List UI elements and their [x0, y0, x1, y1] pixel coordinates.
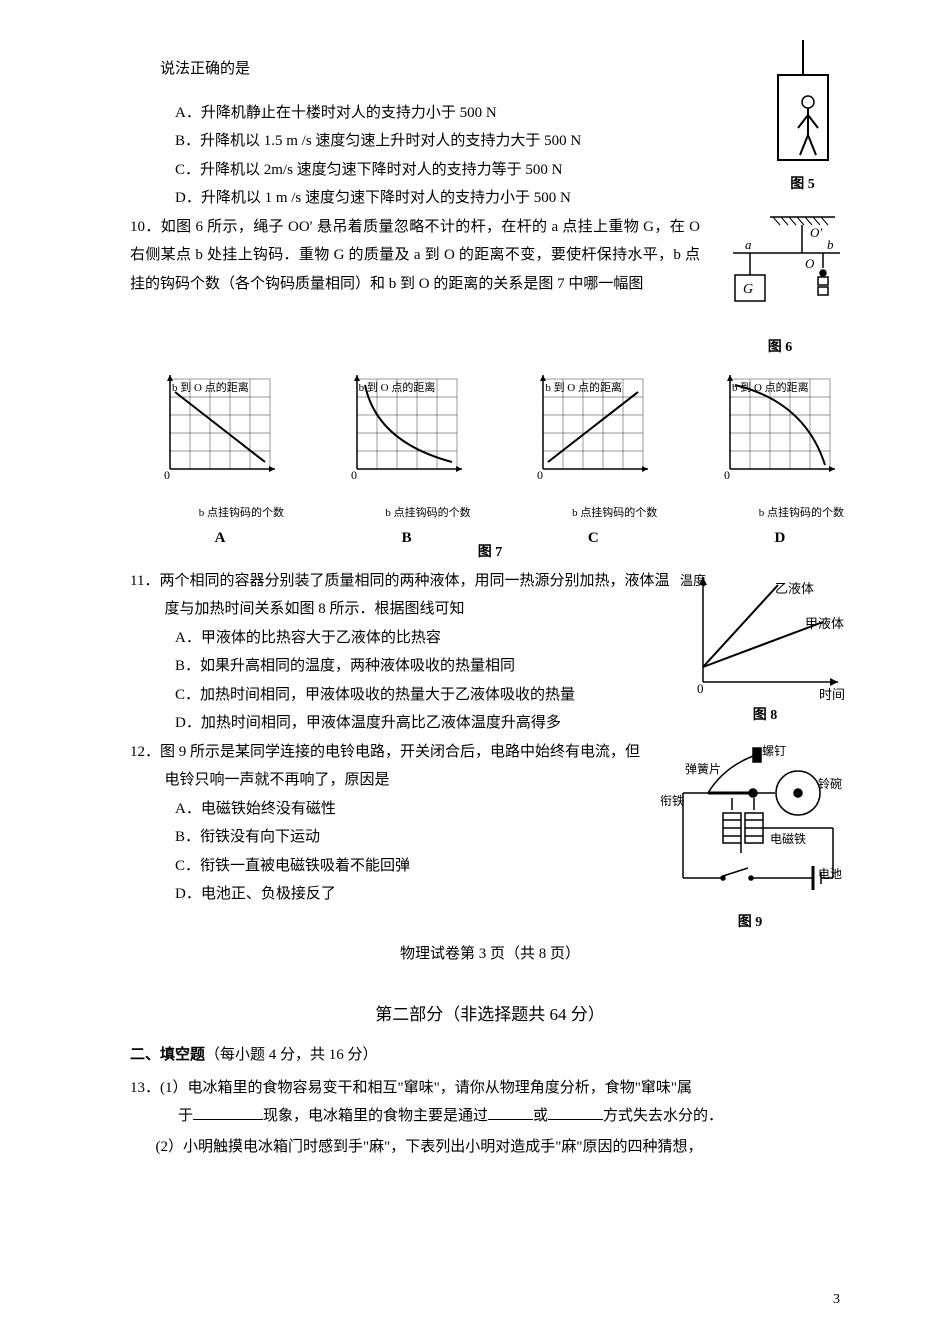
figure-6: O′ O a b G 图 6 [710, 213, 850, 362]
graph-c: 0 b 到 O 点的距离 b 点挂钩码的个数 C [523, 367, 663, 552]
section-fill-note: （每小题 4 分，共 16 分） [205, 1047, 378, 1063]
q9-option-a: A．升降机静止在十楼时对人的支持力小于 500 N [130, 99, 755, 128]
blank-1[interactable] [193, 1103, 263, 1121]
q9-stem-trail: 说法正确的是 [130, 55, 755, 84]
q12-stem: 12．图 9 所示是某同学连接的电铃电路，开关闭合后，电路中始终有电流，但电铃只… [130, 738, 650, 795]
q9-option-b: B．升降机以 1.5 m /s 速度匀速上升时对人的支持力大于 500 N [130, 127, 755, 156]
svg-text:O: O [805, 256, 815, 271]
graph-a: 0 b 到 O 点的距离 b 点挂钩码的个数 A [150, 367, 290, 552]
svg-text:b: b [827, 237, 834, 252]
section-fill-title: 二、填空题 [130, 1046, 205, 1063]
question-11-block: 11．两个相同的容器分别装了质量相同的两种液体，用同一热源分别加热，液体温度与加… [130, 567, 850, 738]
q9-option-c: C．升降机以 2m/s 速度匀速下降时对人的支持力等于 500 N [130, 156, 755, 185]
blank-2[interactable] [488, 1103, 533, 1121]
question-9-block: 说法正确的是 A．升降机静止在十楼时对人的支持力小于 500 N B．升降机以 … [130, 40, 850, 213]
q12-option-d: D．电池正、负极接反了 [130, 880, 650, 909]
q11-option-a: A．甲液体的比热容大于乙液体的比热容 [130, 624, 680, 653]
figure-5: 图 5 [755, 40, 850, 199]
svg-text:0: 0 [351, 468, 357, 482]
svg-text:0: 0 [537, 468, 543, 482]
svg-text:O′: O′ [810, 225, 822, 240]
blank-3[interactable] [548, 1103, 603, 1121]
question-10-block: 10．如图 6 所示，绳子 OO′ 悬吊着质量忽略不计的杆，在杆的 a 点挂上重… [130, 213, 850, 362]
question-12-block: 12．图 9 所示是某同学连接的电铃电路，开关闭合后，电路中始终有电流，但电铃只… [130, 738, 850, 937]
svg-text:0: 0 [724, 468, 730, 482]
q11-option-c: C．加热时间相同，甲液体吸收的热量大于乙液体吸收的热量 [130, 681, 680, 710]
figure-5-caption: 图 5 [755, 172, 850, 199]
q13-line1: 13．(1）电冰箱里的食物容易变干和相互"窜味"，请你从物理角度分析，食物"窜味… [130, 1074, 850, 1103]
q12-option-c: C．衔铁一直被电磁铁吸着不能回弹 [130, 852, 650, 881]
elevator-icon [763, 40, 843, 170]
figure-9-caption: 图 9 [650, 910, 850, 937]
svg-text:0: 0 [164, 468, 170, 482]
part2-title: 第二部分（非选择题共 64 分） [130, 999, 850, 1031]
figure-9: 螺钉 弹簧片 铃碗 衔铁 电磁铁 电池 图 9 [650, 738, 850, 937]
figure-7-row: 0 b 到 O 点的距离 b 点挂钩码的个数 A 0 b 到 O 点的距离 b … [150, 367, 850, 552]
q12-option-a: A．电磁铁始终没有磁性 [130, 795, 650, 824]
lever-diagram-icon: O′ O a b G [715, 213, 845, 333]
q11-option-b: B．如果升高相同的温度，两种液体吸收的热量相同 [130, 652, 680, 681]
q13-line3: (2）小明触摸电冰箱门时感到手"麻"，下表列出小明对造成手"麻"原因的四种猜想， [130, 1133, 850, 1162]
q13-line2: 于现象，电冰箱里的食物主要是通过或方式失去水分的． [130, 1102, 850, 1131]
page-number: 3 [833, 1287, 840, 1314]
q11-stem: 11．两个相同的容器分别装了质量相同的两种液体，用同一热源分别加热，液体温度与加… [130, 567, 680, 624]
svg-text:G: G [743, 282, 753, 297]
q12-option-b: B．衔铁没有向下运动 [130, 823, 650, 852]
figure-6-caption: 图 6 [710, 335, 850, 362]
q9-option-d: D．升降机以 1 m /s 速度匀速下降时对人的支持力小于 500 N [130, 184, 755, 213]
q10-stem: 10．如图 6 所示，绳子 OO′ 悬吊着质量忽略不计的杆，在杆的 a 点挂上重… [130, 213, 700, 299]
svg-text:a: a [745, 237, 752, 252]
svg-text:0: 0 [697, 681, 704, 696]
footer-page-label: 物理试卷第 3 页（共 8 页） [130, 940, 850, 969]
graph-b: 0 b 到 O 点的距离 b 点挂钩码的个数 B [337, 367, 477, 552]
q11-option-d: D．加热时间相同，甲液体温度升高比乙液体温度升高得多 [130, 709, 680, 738]
graph-d: 0 b 到 O 点的距离 b 点挂钩码的个数 D [710, 367, 850, 552]
figure-8: 0 温度 时间 乙液体 甲液体 图 8 [680, 567, 850, 730]
